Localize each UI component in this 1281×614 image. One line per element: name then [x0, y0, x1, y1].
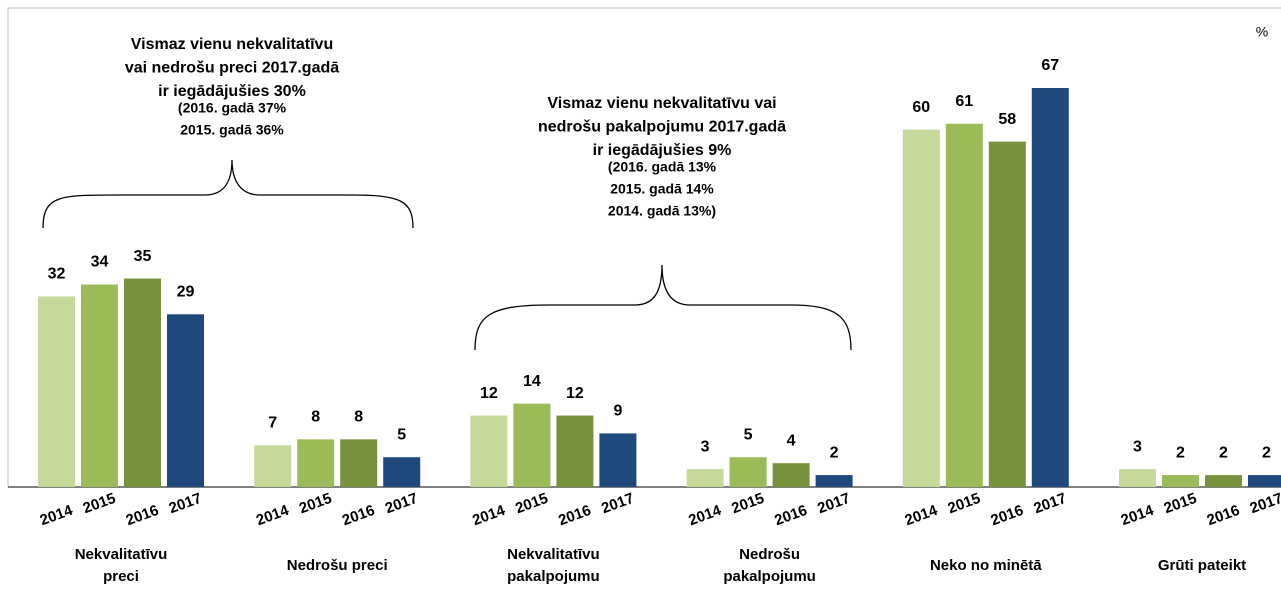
value-label: 3: [701, 438, 710, 455]
value-label: 12: [566, 385, 584, 402]
series-label: 2015: [1162, 490, 1199, 517]
value-label: 58: [998, 111, 1016, 128]
value-label: 5: [744, 426, 753, 443]
bar: [988, 141, 1026, 488]
bar: [124, 278, 161, 487]
bar: [383, 457, 421, 487]
category-label: preci: [103, 568, 139, 585]
bar: [1162, 475, 1199, 487]
series-label: 2015: [729, 490, 766, 517]
bar: [38, 296, 75, 487]
annotation-line: ir iegādājušies 30%: [158, 83, 306, 100]
value-label: 61: [955, 93, 973, 110]
annotation-line: (2016. gadā 13%: [608, 159, 717, 175]
series-label: 2016: [772, 502, 809, 529]
value-label: 2: [1262, 444, 1271, 461]
series-label: 2015: [946, 490, 983, 517]
value-label: 4: [787, 432, 796, 449]
series-label: 2014: [686, 502, 724, 530]
category-label: pakalpojumu: [723, 568, 816, 585]
category-label: Grūti pateikt: [1158, 557, 1246, 574]
bar: [470, 415, 508, 487]
value-label: 34: [91, 254, 109, 271]
annotation-line: Vismaz vienu nekvalitatīvu: [131, 36, 333, 53]
category-label: Nekvalitatīvu: [75, 546, 168, 563]
bar: [340, 439, 378, 487]
bar: [556, 415, 594, 487]
bar: [1205, 475, 1242, 487]
annotation-line: 2015. gadā 36%: [180, 122, 284, 138]
annotation-line: Vismaz vienu nekvalitatīvu vai: [547, 95, 776, 112]
bar: [254, 445, 292, 487]
series-label: 2016: [124, 502, 161, 529]
bar: [599, 433, 637, 487]
series-label: 2016: [556, 502, 593, 529]
bar: [513, 403, 551, 487]
value-label: 35: [134, 248, 152, 265]
series-label: 2016: [340, 502, 377, 529]
series-label: 2017: [1032, 490, 1069, 517]
annotation-line: 2014. gadā 13%): [608, 203, 716, 219]
annotation-line: ir iegādājušies 9%: [593, 142, 732, 159]
bar: [81, 284, 118, 487]
bar: [815, 475, 853, 487]
series-label: 2016: [989, 502, 1026, 529]
bar: [297, 439, 335, 487]
frame: [7, 7, 1281, 487]
series-label: 2017: [599, 490, 636, 517]
series-label: 2015: [81, 490, 118, 517]
annotation-line: 2015. gadā 14%: [610, 181, 714, 197]
value-label: 2: [1219, 444, 1228, 461]
bar: [772, 463, 810, 487]
bracket: [474, 264, 852, 351]
bracket: [42, 159, 414, 229]
bar: [1248, 475, 1281, 487]
series-label: 2017: [815, 490, 852, 517]
bar: [729, 457, 767, 487]
value-label: 5: [397, 426, 406, 443]
annotation-line: (2016. gadā 37%: [178, 100, 287, 116]
series-label: 2014: [470, 502, 508, 530]
series-label: 2014: [38, 502, 76, 530]
category-label: Nekvalitatīvu: [507, 546, 600, 563]
value-label: 60: [912, 99, 930, 116]
series-label: 2016: [1205, 502, 1242, 529]
unit-label: %: [1256, 24, 1268, 40]
bar: [167, 314, 204, 487]
value-label: 29: [177, 284, 195, 301]
value-label: 3: [1133, 438, 1142, 455]
category-label: Nedrošu: [739, 546, 800, 563]
series-label: 2015: [297, 490, 334, 517]
value-label: 14: [523, 373, 541, 390]
bar: [686, 469, 724, 487]
value-label: 7: [268, 415, 277, 432]
value-label: 8: [354, 409, 363, 426]
value-label: 9: [613, 403, 622, 420]
series-label: 2014: [1119, 502, 1157, 530]
category-label: Nedrošu preci: [287, 557, 388, 574]
bar: [902, 129, 940, 487]
bar: [1031, 88, 1069, 487]
series-label: 2017: [1248, 490, 1281, 517]
bar: [1119, 469, 1156, 487]
series-label: 2014: [903, 502, 941, 530]
category-label: pakalpojumu: [507, 568, 600, 585]
value-label: 67: [1041, 57, 1059, 74]
value-label: 32: [48, 266, 66, 283]
series-label: 2017: [167, 490, 204, 517]
category-label: Neko no minētā: [930, 557, 1042, 574]
value-label: 2: [1176, 444, 1185, 461]
value-label: 2: [830, 444, 839, 461]
series-label: 2015: [513, 490, 550, 517]
series-label: 2014: [254, 502, 292, 530]
value-label: 8: [311, 409, 320, 426]
annotation-line: vai nedrošu preci 2017.gadā: [125, 60, 339, 77]
series-label: 2017: [383, 490, 420, 517]
annotation-line: nedrošu pakalpojumu 2017.gadā: [538, 119, 786, 136]
bar: [945, 123, 983, 488]
value-label: 12: [480, 385, 498, 402]
